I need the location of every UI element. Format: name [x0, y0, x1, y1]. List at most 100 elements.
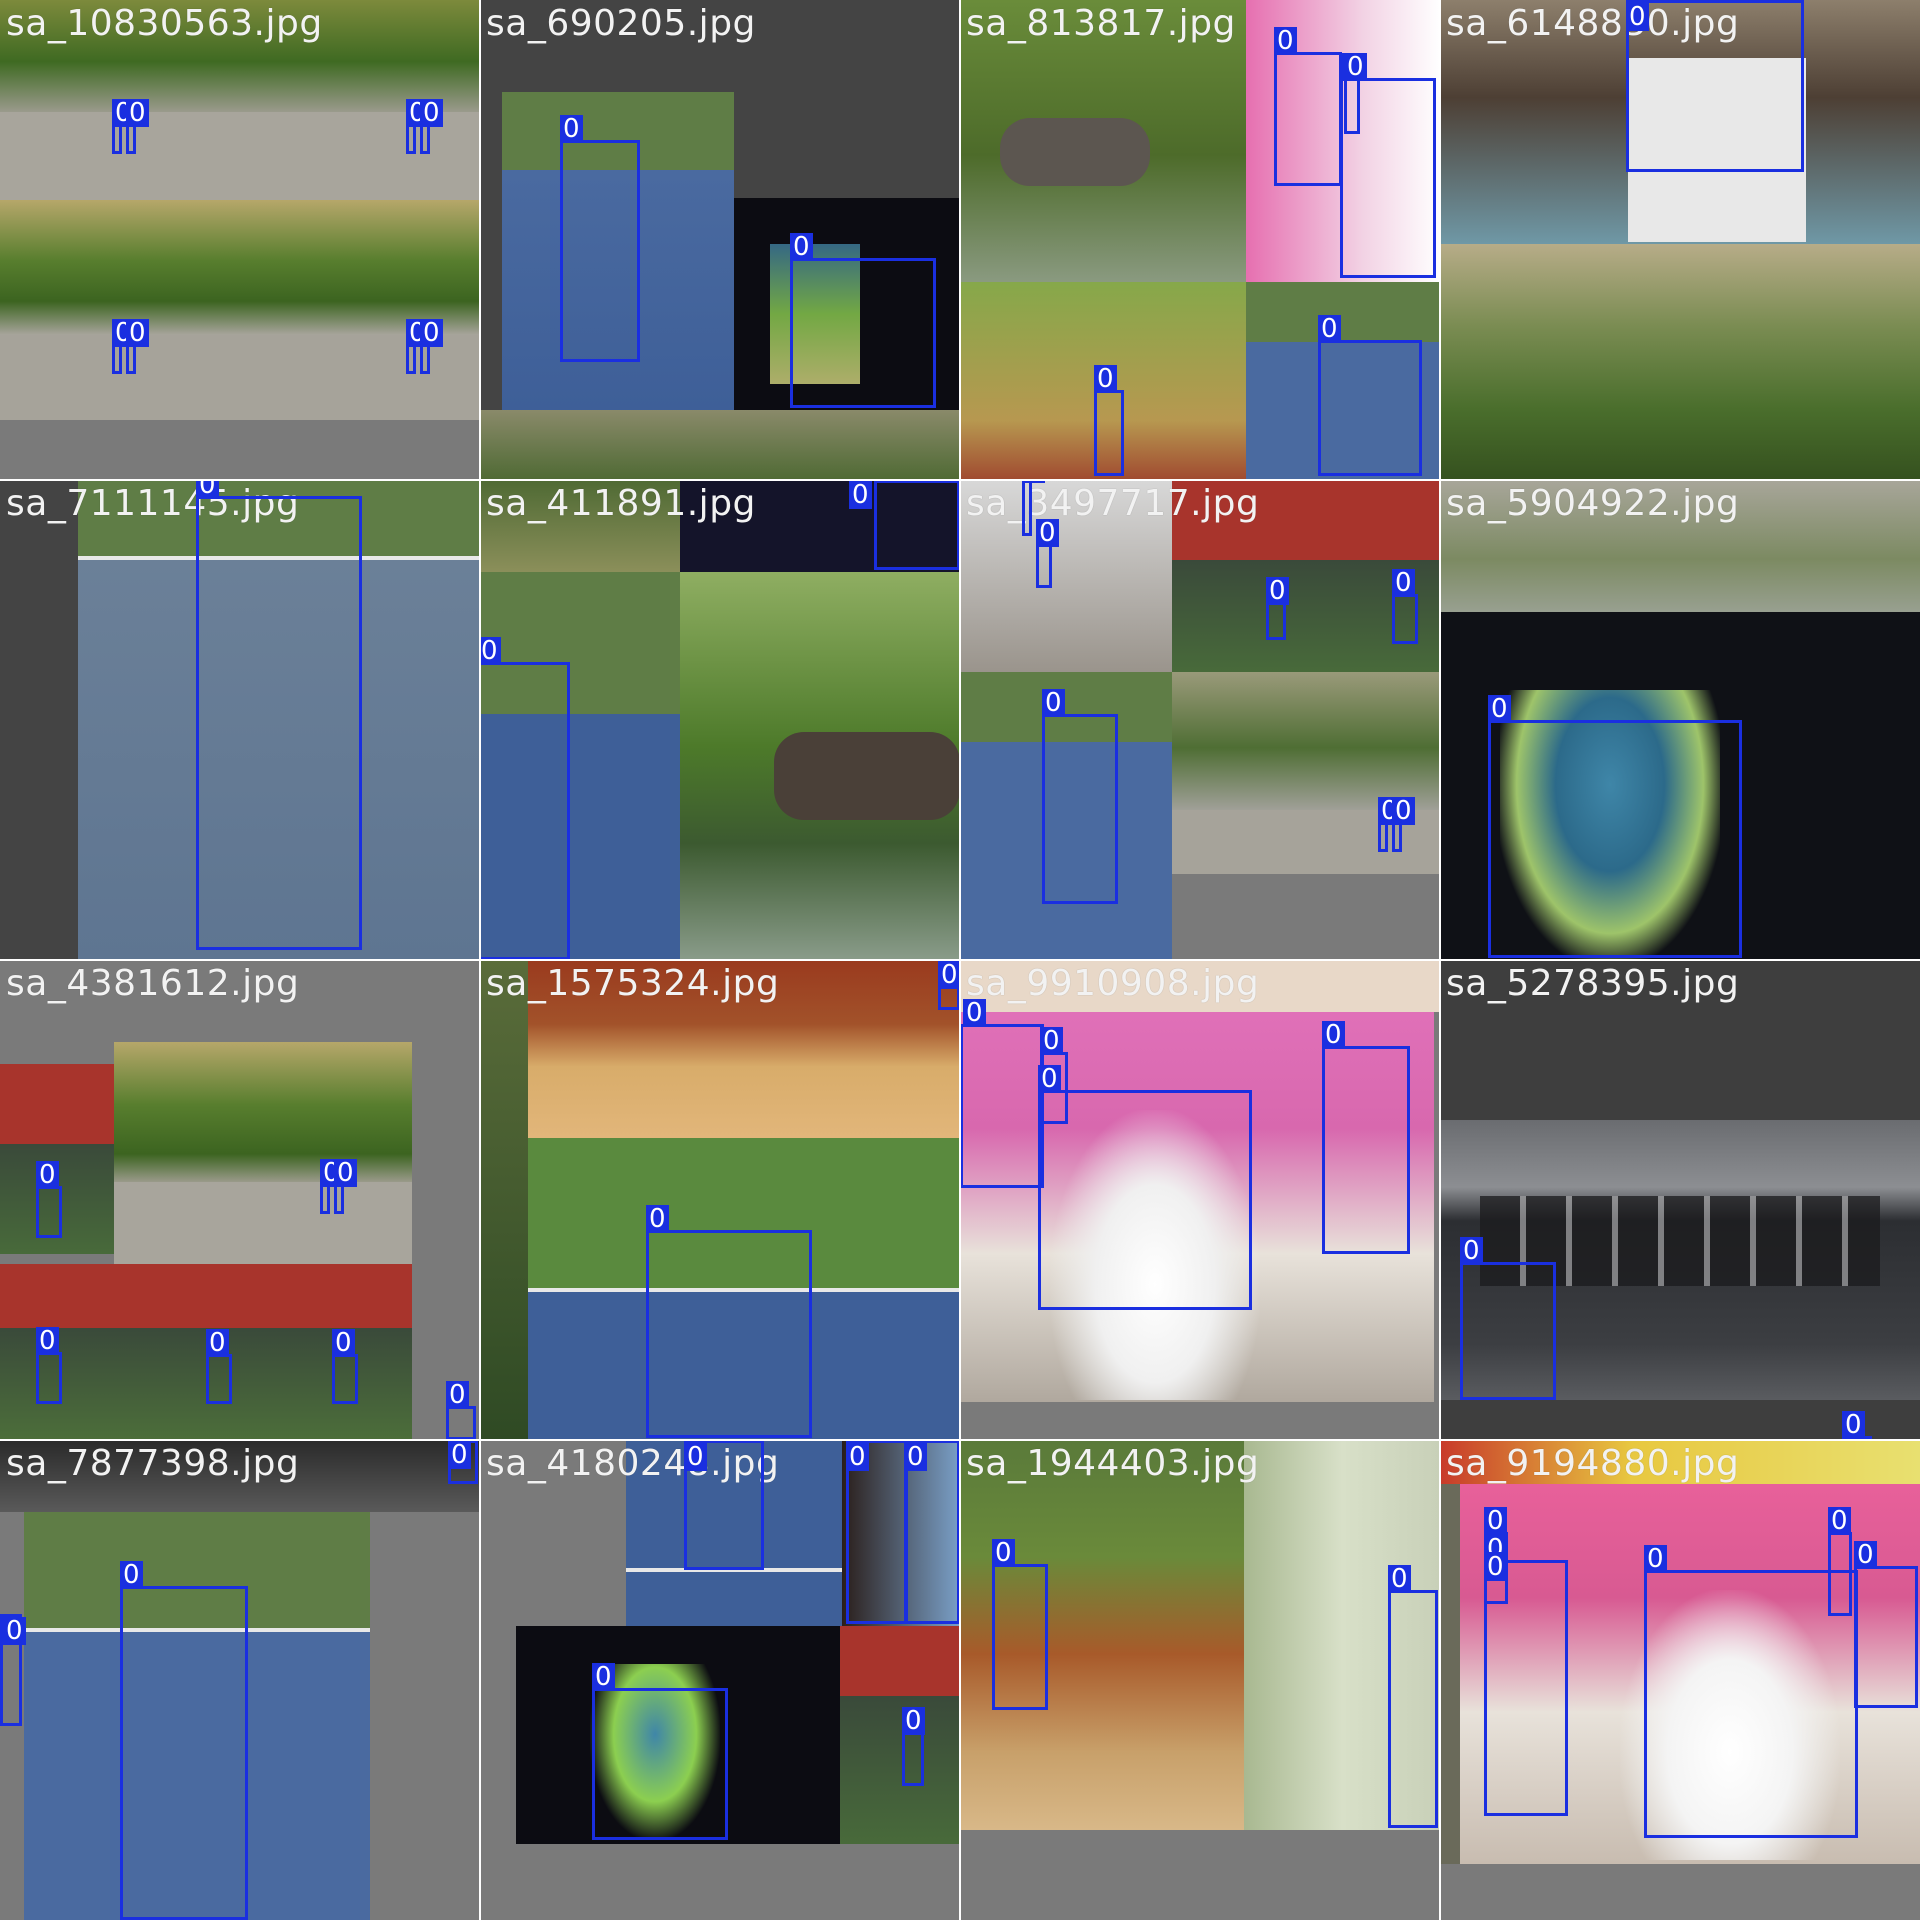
photo-region — [528, 1138, 960, 1440]
class-label: 0 — [904, 1443, 927, 1471]
photo-region — [680, 480, 960, 572]
image-tile[interactable]: sa_3497717.jpg 0 0 0 0 0 0 0 — [960, 480, 1440, 960]
class-label: 0 — [1828, 1507, 1851, 1535]
detection-box[interactable]: 0 — [1484, 1552, 1507, 1581]
photo-region — [0, 200, 480, 335]
class-label: 0 — [196, 480, 219, 499]
class-label: 0 — [36, 1327, 59, 1355]
detection-box[interactable]: 0 — [1042, 689, 1118, 904]
detection-box[interactable]: 0 — [938, 960, 960, 1010]
detection-box[interactable]: 0 — [1022, 480, 1045, 536]
image-tile[interactable]: sa_7877398.jpg 0 0 0 — [0, 1440, 480, 1920]
detection-box[interactable]: 0 — [126, 99, 149, 154]
detection-box[interactable]: 0 — [332, 1329, 358, 1404]
detection-box[interactable]: 0 — [334, 1159, 357, 1214]
image-tile[interactable]: sa_7111145.jpg 0 — [0, 480, 480, 960]
grid-divider — [0, 1439, 1920, 1441]
photo-region — [1246, 282, 1440, 480]
detection-box[interactable]: 0 — [849, 480, 960, 570]
detection-box[interactable]: 0 — [420, 99, 443, 154]
image-tile[interactable]: sa_9194880.jpg 0 0 0 0 0 0 — [1440, 1440, 1920, 1920]
detection-box[interactable]: 0 — [1842, 1411, 1872, 1440]
detection-box[interactable]: 0 — [1378, 797, 1401, 852]
detection-box[interactable]: 0 — [1392, 569, 1418, 644]
detection-box[interactable]: 0 — [0, 1614, 26, 1726]
detection-box[interactable]: 0 — [112, 99, 135, 154]
detection-box[interactable]: 0 — [1344, 53, 1367, 134]
image-tile[interactable]: sa_10830563.jpg 0 0 0 0 0 0 0 0 — [0, 0, 480, 480]
image-tile[interactable]: sa_5278395.jpg 0 0 — [1440, 960, 1920, 1440]
detection-box[interactable]: 0 — [902, 1707, 925, 1786]
photo-region — [842, 1440, 960, 1626]
detection-box[interactable]: 0 — [646, 1205, 812, 1438]
detection-box[interactable]: 0 — [1392, 797, 1415, 852]
detection-box[interactable]: 0 — [1828, 1507, 1852, 1616]
image-tile[interactable]: sa_4381612.jpg 0 0 0 0 0 0 0 — [0, 960, 480, 1440]
detection-box[interactable]: 0 — [1854, 1541, 1918, 1708]
image-tile[interactable]: sa_813817.jpg 0 0 0 0 0 — [960, 0, 1440, 480]
detection-box[interactable]: 0 — [196, 480, 362, 950]
detection-box[interactable]: 0 — [1626, 0, 1804, 172]
detection-box[interactable]: 0 — [684, 1440, 764, 1570]
detection-box[interactable]: 0 — [790, 233, 936, 408]
image-filename: sa_9194880.jpg — [1446, 1443, 1740, 1484]
image-tile[interactable]: sa_6148830.jpg 0 — [1440, 0, 1920, 480]
detection-box[interactable]: 0 — [904, 1440, 960, 1624]
detection-box[interactable]: 0 — [206, 1329, 232, 1404]
detection-box[interactable]: 0 — [120, 1561, 248, 1920]
image-filename: sa_7111145.jpg — [6, 483, 300, 524]
detection-box[interactable]: 0 — [36, 1161, 62, 1238]
image-tile[interactable]: sa_5904922.jpg 0 — [1440, 480, 1920, 960]
image-tile[interactable]: sa_1944403.jpg 0 0 — [960, 1440, 1440, 1920]
detection-box[interactable]: 0 — [592, 1663, 728, 1840]
detection-box[interactable]: 0 — [1644, 1545, 1858, 1838]
class-label: 0 — [1274, 27, 1297, 55]
detection-box[interactable]: 0 — [1484, 1535, 1568, 1816]
detection-box[interactable]: 0 — [126, 319, 149, 374]
image-tile[interactable]: sa_690205.jpg 0 0 — [480, 0, 960, 480]
image-tile[interactable]: sa_4180248.jpg 0 0 0 0 0 — [480, 1440, 960, 1920]
detection-box[interactable]: 0 — [406, 99, 429, 154]
photo-region — [960, 1830, 1440, 1920]
image-tile[interactable]: sa_9910908.jpg 0 0 0 0 — [960, 960, 1440, 1440]
detection-box[interactable]: 0 — [420, 319, 443, 374]
class-label: 0 — [1344, 53, 1367, 81]
class-label: 0 — [446, 1381, 469, 1409]
detection-box[interactable]: 0 — [480, 637, 570, 960]
detection-box[interactable]: 0 — [1488, 695, 1742, 958]
detection-box[interactable]: 0 — [992, 1539, 1048, 1710]
image-tile[interactable]: sa_411891.jpg 0 0 — [480, 480, 960, 960]
class-label: 0 — [1322, 1021, 1345, 1049]
detection-box[interactable]: 0 — [406, 319, 429, 374]
detection-box[interactable]: 0 — [112, 319, 135, 374]
class-label: 0 — [334, 1159, 357, 1187]
detection-box[interactable]: 0 — [1388, 1565, 1438, 1828]
detection-box[interactable]: 0 — [36, 1327, 62, 1404]
detection-box[interactable]: 0 — [1274, 27, 1342, 186]
class-label: 0 — [992, 1539, 1015, 1567]
image-filename: sa_4180248.jpg — [486, 1443, 780, 1484]
image-tile[interactable]: sa_1575324.jpg 0 0 — [480, 960, 960, 1440]
detection-box[interactable]: 0 — [1266, 577, 1289, 640]
photo-region — [1500, 690, 1720, 960]
class-label: 0 — [332, 1329, 355, 1357]
detection-box[interactable]: 0 — [320, 1159, 343, 1214]
detection-box[interactable]: 0 — [1038, 1065, 1252, 1310]
detection-box[interactable]: 0 — [446, 1381, 476, 1440]
detection-box[interactable]: 0 — [448, 1440, 478, 1484]
detection-box[interactable]: 0 — [1318, 315, 1422, 476]
detection-box[interactable]: 0 — [560, 115, 640, 362]
class-label: 0 — [420, 99, 443, 127]
class-label: 0 — [1042, 689, 1065, 717]
class-label: 0 — [560, 115, 583, 143]
photo-region — [78, 480, 480, 960]
detection-box[interactable]: 0 — [1322, 1021, 1410, 1254]
detection-box[interactable]: 0 — [1036, 519, 1059, 588]
detection-box[interactable]: 0 — [1460, 1237, 1556, 1400]
detection-box[interactable]: 0 — [1094, 365, 1124, 476]
image-filename: sa_1944403.jpg — [966, 1443, 1260, 1484]
photo-region — [590, 1664, 720, 1840]
detection-box[interactable]: 0 — [960, 999, 1044, 1188]
detection-box[interactable]: 0 — [846, 1440, 908, 1624]
class-label: 0 — [126, 319, 149, 347]
